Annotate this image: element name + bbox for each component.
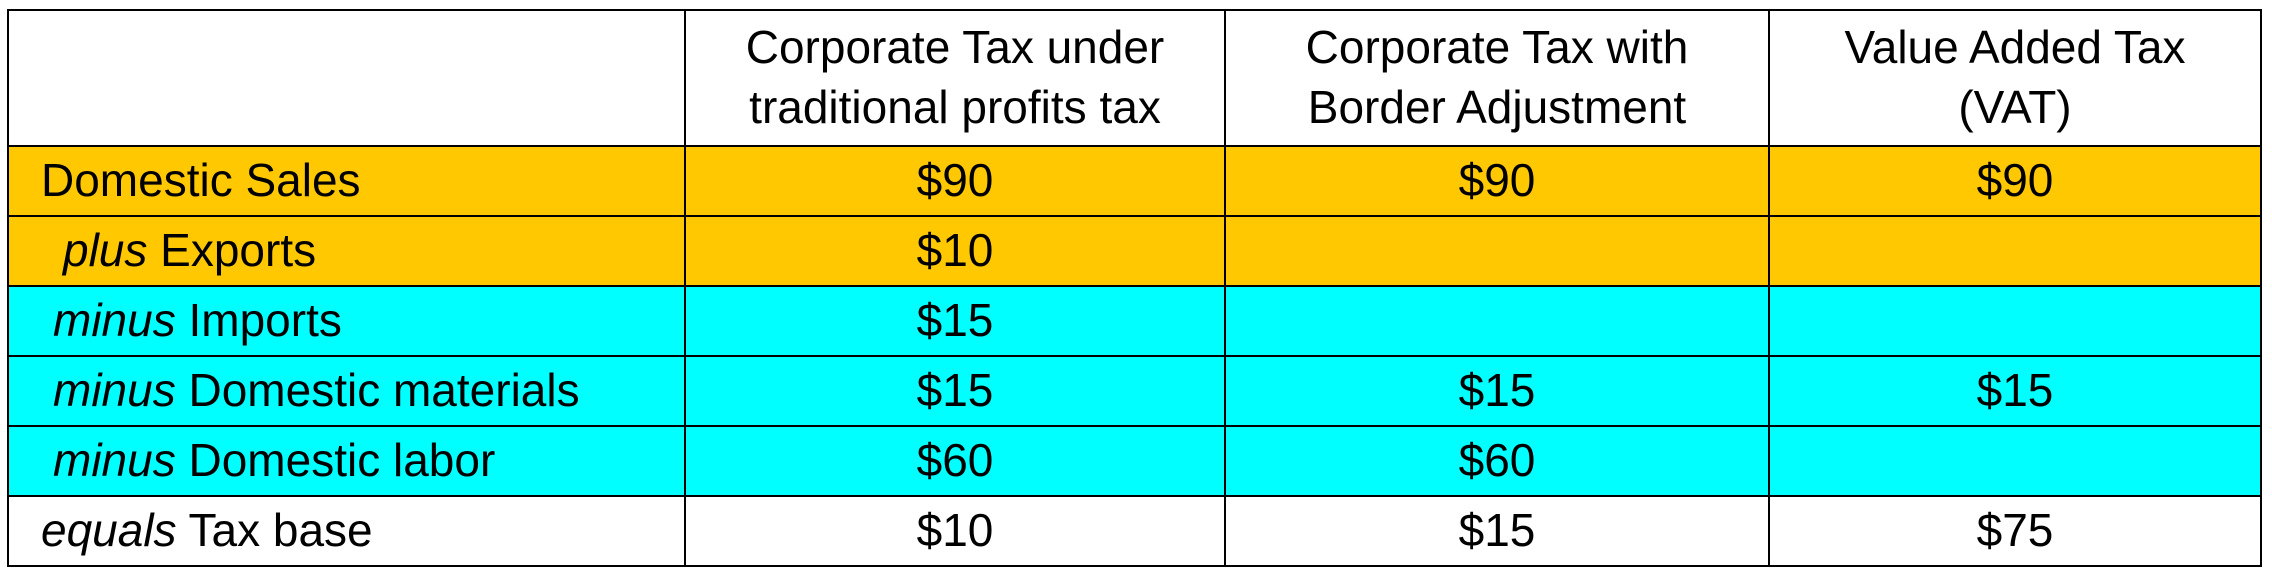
value-cell: $15 [684, 355, 1226, 427]
value-cell [1768, 285, 2262, 357]
cell-value: $15 [1458, 504, 1536, 557]
row-label: minus Domestic materials [7, 355, 686, 427]
label-text: Tax base [188, 504, 373, 557]
row-label: Domestic Sales [7, 145, 686, 217]
label-text: Exports [160, 224, 317, 277]
cell-value: $90 [1458, 154, 1536, 207]
table-row: equals Tax base $10 $15 $75 [7, 495, 2262, 567]
value-cell: $90 [1768, 145, 2262, 217]
label-text: Domestic materials [188, 364, 580, 417]
row-label: equals Tax base [7, 495, 686, 567]
cell-value: $10 [916, 504, 994, 557]
header-text: Corporate Tax under [745, 21, 1165, 74]
row-label: plus Exports [7, 215, 686, 287]
table-row: minus Imports $15 [7, 285, 2262, 357]
header-text: Value Added Tax [1844, 21, 2186, 74]
value-cell [1768, 215, 2262, 287]
cell-value: $15 [1458, 364, 1536, 417]
table-row: plus Exports $10 [7, 215, 2262, 287]
label-text: Imports [188, 294, 342, 347]
value-cell: $60 [684, 425, 1226, 497]
value-cell: $10 [684, 495, 1226, 567]
value-cell: $15 [1224, 355, 1770, 427]
label-prefix: plus [63, 224, 148, 277]
cell-value: $10 [916, 224, 994, 277]
header-text: Corporate Tax with [1305, 21, 1689, 74]
label-prefix: minus [53, 364, 176, 417]
header-cell: Corporate Tax under traditional profits t… [684, 9, 1226, 147]
tax-table: Corporate Tax under traditional profits t… [7, 9, 2262, 567]
label-prefix: minus [53, 294, 176, 347]
header-text: traditional profits tax [749, 81, 1161, 133]
table-row: minus Domestic labor $60 $60 [7, 425, 2262, 497]
cell-value: $90 [1976, 154, 2054, 207]
label-prefix: minus [53, 434, 176, 487]
cell-value: $15 [916, 364, 994, 417]
header-cell: Value Added Tax (VAT) [1768, 9, 2262, 147]
row-label: minus Domestic labor [7, 425, 686, 497]
value-cell: $10 [684, 215, 1226, 287]
value-cell: $60 [1224, 425, 1770, 497]
cell-value: $15 [916, 294, 994, 347]
cell-value: $90 [916, 154, 994, 207]
value-cell: $90 [1224, 145, 1770, 217]
label-text: Domestic labor [188, 434, 496, 487]
value-cell: $90 [684, 145, 1226, 217]
row-label: minus Imports [7, 285, 686, 357]
value-cell: $75 [1768, 495, 2262, 567]
table-row: minus Domestic materials $15 $15 $15 [7, 355, 2262, 427]
value-cell [1224, 285, 1770, 357]
header-text: Border Adjustment [1307, 81, 1687, 133]
header-cell: Corporate Tax with Border Adjustment [1224, 9, 1770, 147]
label-text: Domestic Sales [41, 154, 361, 207]
cell-value: $15 [1976, 364, 2054, 417]
table-row: Domestic Sales $90 $90 $90 [7, 145, 2262, 217]
table-body: Corporate Tax under traditional profits t… [7, 9, 2262, 567]
cell-value: $60 [1458, 434, 1536, 487]
header-row: Corporate Tax under traditional profits t… [7, 9, 2262, 147]
header-cell [7, 9, 686, 147]
value-cell: $15 [1768, 355, 2262, 427]
value-cell [1768, 425, 2262, 497]
value-cell [1224, 215, 1770, 287]
label-prefix: equals [41, 504, 177, 557]
header-text: (VAT) [1958, 81, 2072, 133]
cell-value: $75 [1976, 504, 2054, 557]
value-cell: $15 [1224, 495, 1770, 567]
value-cell: $15 [684, 285, 1226, 357]
cell-value: $60 [916, 434, 994, 487]
